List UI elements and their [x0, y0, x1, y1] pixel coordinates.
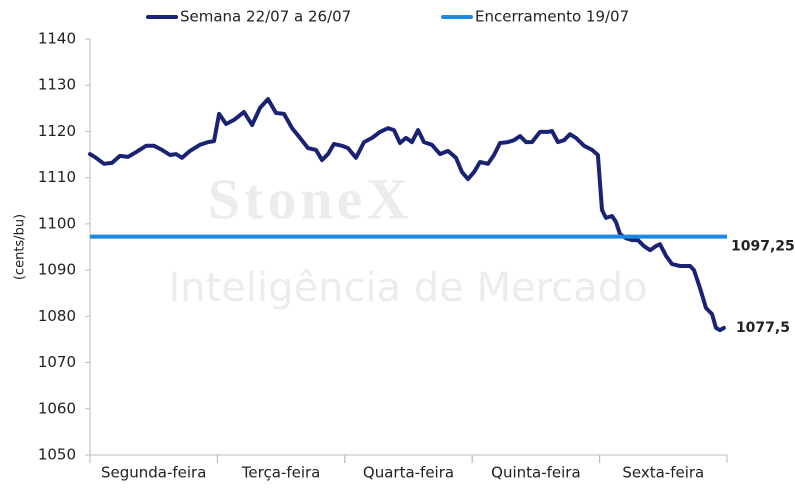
legend-label: Encerramento 19/07 — [475, 8, 629, 26]
data-label: 1097,25 — [731, 239, 795, 255]
y-tick-label: 1110 — [38, 168, 76, 186]
y-tick-label: 1140 — [38, 30, 76, 48]
x-tick-label: Terça-feira — [241, 464, 321, 482]
y-tick-label: 1050 — [38, 446, 76, 464]
x-tick-label: Quarta-feira — [363, 464, 454, 482]
y-tick-label: 1130 — [38, 76, 76, 94]
y-tick-label: 1080 — [38, 307, 76, 325]
y-tick-label: 1100 — [38, 214, 76, 232]
y-axis-title: (cents/bu) — [13, 214, 28, 280]
y-tick-label: 1120 — [38, 122, 76, 140]
y-tick-label: 1090 — [38, 261, 76, 279]
y-tick-label: 1060 — [38, 399, 76, 417]
series-line — [88, 97, 726, 333]
legend-label: Semana 22/07 a 26/07 — [180, 8, 351, 26]
x-tick-label: Segunda-feira — [101, 464, 206, 482]
y-tick-label: 1070 — [38, 353, 76, 371]
x-tick-label: Quinta-feira — [491, 464, 581, 482]
x-tick-label: Sexta-feira — [622, 464, 704, 482]
watermark: Inteligência de Mercado — [168, 265, 647, 311]
watermark: StoneX — [208, 166, 412, 231]
data-label: 1077,5 — [736, 320, 790, 336]
